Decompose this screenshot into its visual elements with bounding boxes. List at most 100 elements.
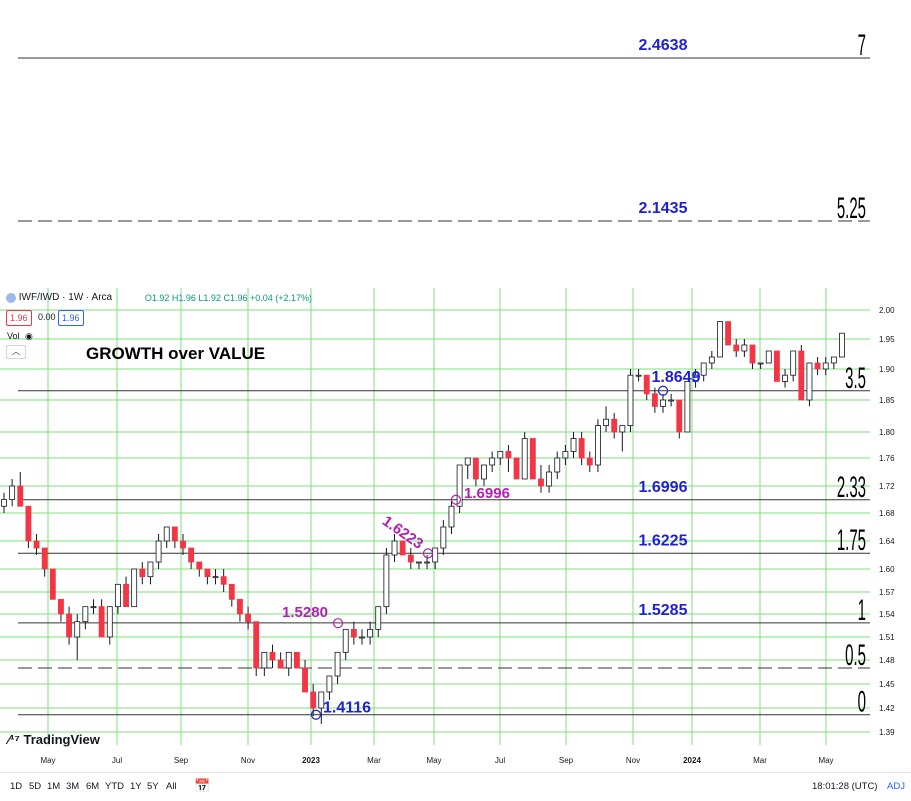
candle-body bbox=[668, 399, 675, 402]
range-1d[interactable]: 1D bbox=[10, 781, 23, 792]
candle-body bbox=[562, 451, 569, 459]
candle-body bbox=[114, 583, 121, 608]
collapse-button[interactable]: ︿ bbox=[6, 345, 26, 359]
candle-body bbox=[513, 457, 520, 480]
candle-body bbox=[204, 568, 211, 578]
calendar-icon[interactable]: 📅 bbox=[194, 778, 211, 793]
candle-body bbox=[822, 362, 829, 370]
candle-body bbox=[375, 606, 382, 630]
candle-body bbox=[733, 344, 740, 352]
candle-body bbox=[782, 374, 788, 382]
fib-price-label: 1.6996 bbox=[639, 479, 688, 496]
candle-body bbox=[765, 350, 772, 364]
y-tick-label: 1.51 bbox=[879, 633, 895, 642]
range-6m[interactable]: 6M bbox=[86, 781, 100, 792]
candle-body bbox=[310, 691, 317, 709]
candle-body bbox=[212, 576, 219, 579]
symbol-header[interactable]: IWF/IWD · 1W · Arca O1.92 H1.96 L1.92 C1… bbox=[6, 292, 312, 303]
candle-body bbox=[383, 554, 390, 608]
range-3m[interactable]: 3M bbox=[66, 781, 80, 792]
y-tick-label: 1.64 bbox=[879, 537, 895, 546]
range-all[interactable]: All bbox=[166, 781, 177, 792]
candle-body bbox=[237, 598, 243, 615]
candle-body bbox=[90, 606, 97, 609]
candle-body bbox=[228, 583, 235, 600]
range-ytd[interactable]: YTD bbox=[105, 781, 124, 792]
candle-body bbox=[505, 451, 512, 459]
candle-body bbox=[717, 321, 723, 358]
y-tick-label: 1.42 bbox=[879, 704, 895, 713]
candle-body bbox=[196, 561, 203, 570]
eye-icon[interactable]: ◉ bbox=[25, 331, 33, 341]
candle-body bbox=[163, 526, 170, 542]
fib-ratio-label: 3.5 bbox=[845, 362, 866, 395]
candle-body bbox=[98, 606, 105, 638]
candle-body bbox=[424, 561, 430, 564]
candle-body bbox=[554, 457, 561, 473]
ohlc-values: O1.92 H1.96 L1.92 C1.96 +0.04 (+2.17%) bbox=[144, 292, 313, 303]
adjust-toggle[interactable]: ADJ bbox=[887, 781, 905, 792]
candle-body bbox=[660, 399, 666, 407]
candle-body bbox=[41, 547, 48, 570]
y-tick-label: 1.39 bbox=[879, 728, 895, 737]
pivot-marker bbox=[450, 494, 462, 505]
candle-body bbox=[131, 568, 138, 608]
range-5y[interactable]: 5Y bbox=[147, 781, 159, 792]
candle-body bbox=[725, 321, 732, 346]
candle-body bbox=[676, 399, 683, 433]
candle-body bbox=[302, 667, 308, 693]
candle-body bbox=[578, 438, 585, 459]
candle-body bbox=[481, 464, 487, 480]
candle-body bbox=[546, 471, 553, 487]
candle-body bbox=[684, 380, 691, 433]
volume-label[interactable]: Vol ◉ bbox=[7, 331, 33, 341]
candle-body bbox=[456, 464, 463, 507]
candle-body bbox=[798, 350, 805, 401]
candle-body bbox=[497, 451, 504, 459]
x-axis: May Jul Sep Nov 2023 Mar May Jul Sep Nov 2024 Mar Ma… bbox=[40, 756, 833, 765]
bid-box[interactable]: 1.96 bbox=[6, 310, 32, 326]
candle-body bbox=[326, 675, 333, 693]
chart-title-annotation: GROWTH over VALUE bbox=[86, 344, 266, 363]
candle-body bbox=[318, 691, 325, 709]
y-tick-label: 1.85 bbox=[879, 396, 895, 405]
candle-body bbox=[334, 651, 341, 677]
pivot-label: 1.5280 bbox=[282, 604, 328, 621]
symbol-icon bbox=[6, 292, 16, 303]
candle-body bbox=[521, 438, 528, 480]
candle-body bbox=[839, 332, 845, 358]
candle-body bbox=[741, 344, 748, 352]
y-tick-label: 1.45 bbox=[879, 680, 895, 689]
range-1m[interactable]: 1M bbox=[47, 781, 61, 792]
candle-body bbox=[749, 344, 756, 364]
candle-body bbox=[611, 418, 618, 433]
range-5d[interactable]: 5D bbox=[29, 781, 42, 792]
tradingview-logo-text: TradingView bbox=[23, 732, 100, 747]
ask-box[interactable]: 1.96 bbox=[58, 310, 84, 326]
x-tick-label: Mar bbox=[753, 756, 767, 765]
candle-body bbox=[448, 505, 455, 528]
y-tick-label: 2.00 bbox=[879, 306, 895, 315]
fib-price-label: 2.1435 bbox=[639, 200, 688, 217]
y-tick-label: 1.60 bbox=[879, 565, 895, 574]
fib-ratio-label: 0 bbox=[858, 686, 866, 719]
candle-body bbox=[106, 606, 113, 638]
candle-body bbox=[253, 621, 260, 669]
candle-body bbox=[692, 374, 699, 382]
candle-body bbox=[432, 547, 439, 563]
y-tick-label: 1.76 bbox=[879, 454, 895, 463]
candle-body bbox=[285, 651, 292, 669]
candle-body bbox=[416, 561, 422, 564]
candle-body bbox=[489, 457, 496, 466]
x-tick-label: 2024 bbox=[683, 756, 701, 765]
range-1y[interactable]: 1Y bbox=[130, 781, 142, 792]
candle-body bbox=[180, 540, 186, 549]
pivot-marker bbox=[422, 548, 434, 559]
x-tick-label: Mar bbox=[367, 756, 381, 765]
candle-body bbox=[627, 374, 634, 427]
candle-body bbox=[220, 576, 227, 585]
clock-time[interactable]: 18:01:28 (UTC) bbox=[812, 781, 878, 792]
fib-price-label: 1.6225 bbox=[639, 532, 688, 549]
tradingview-icon: ⁄¹⁷ bbox=[8, 732, 20, 747]
